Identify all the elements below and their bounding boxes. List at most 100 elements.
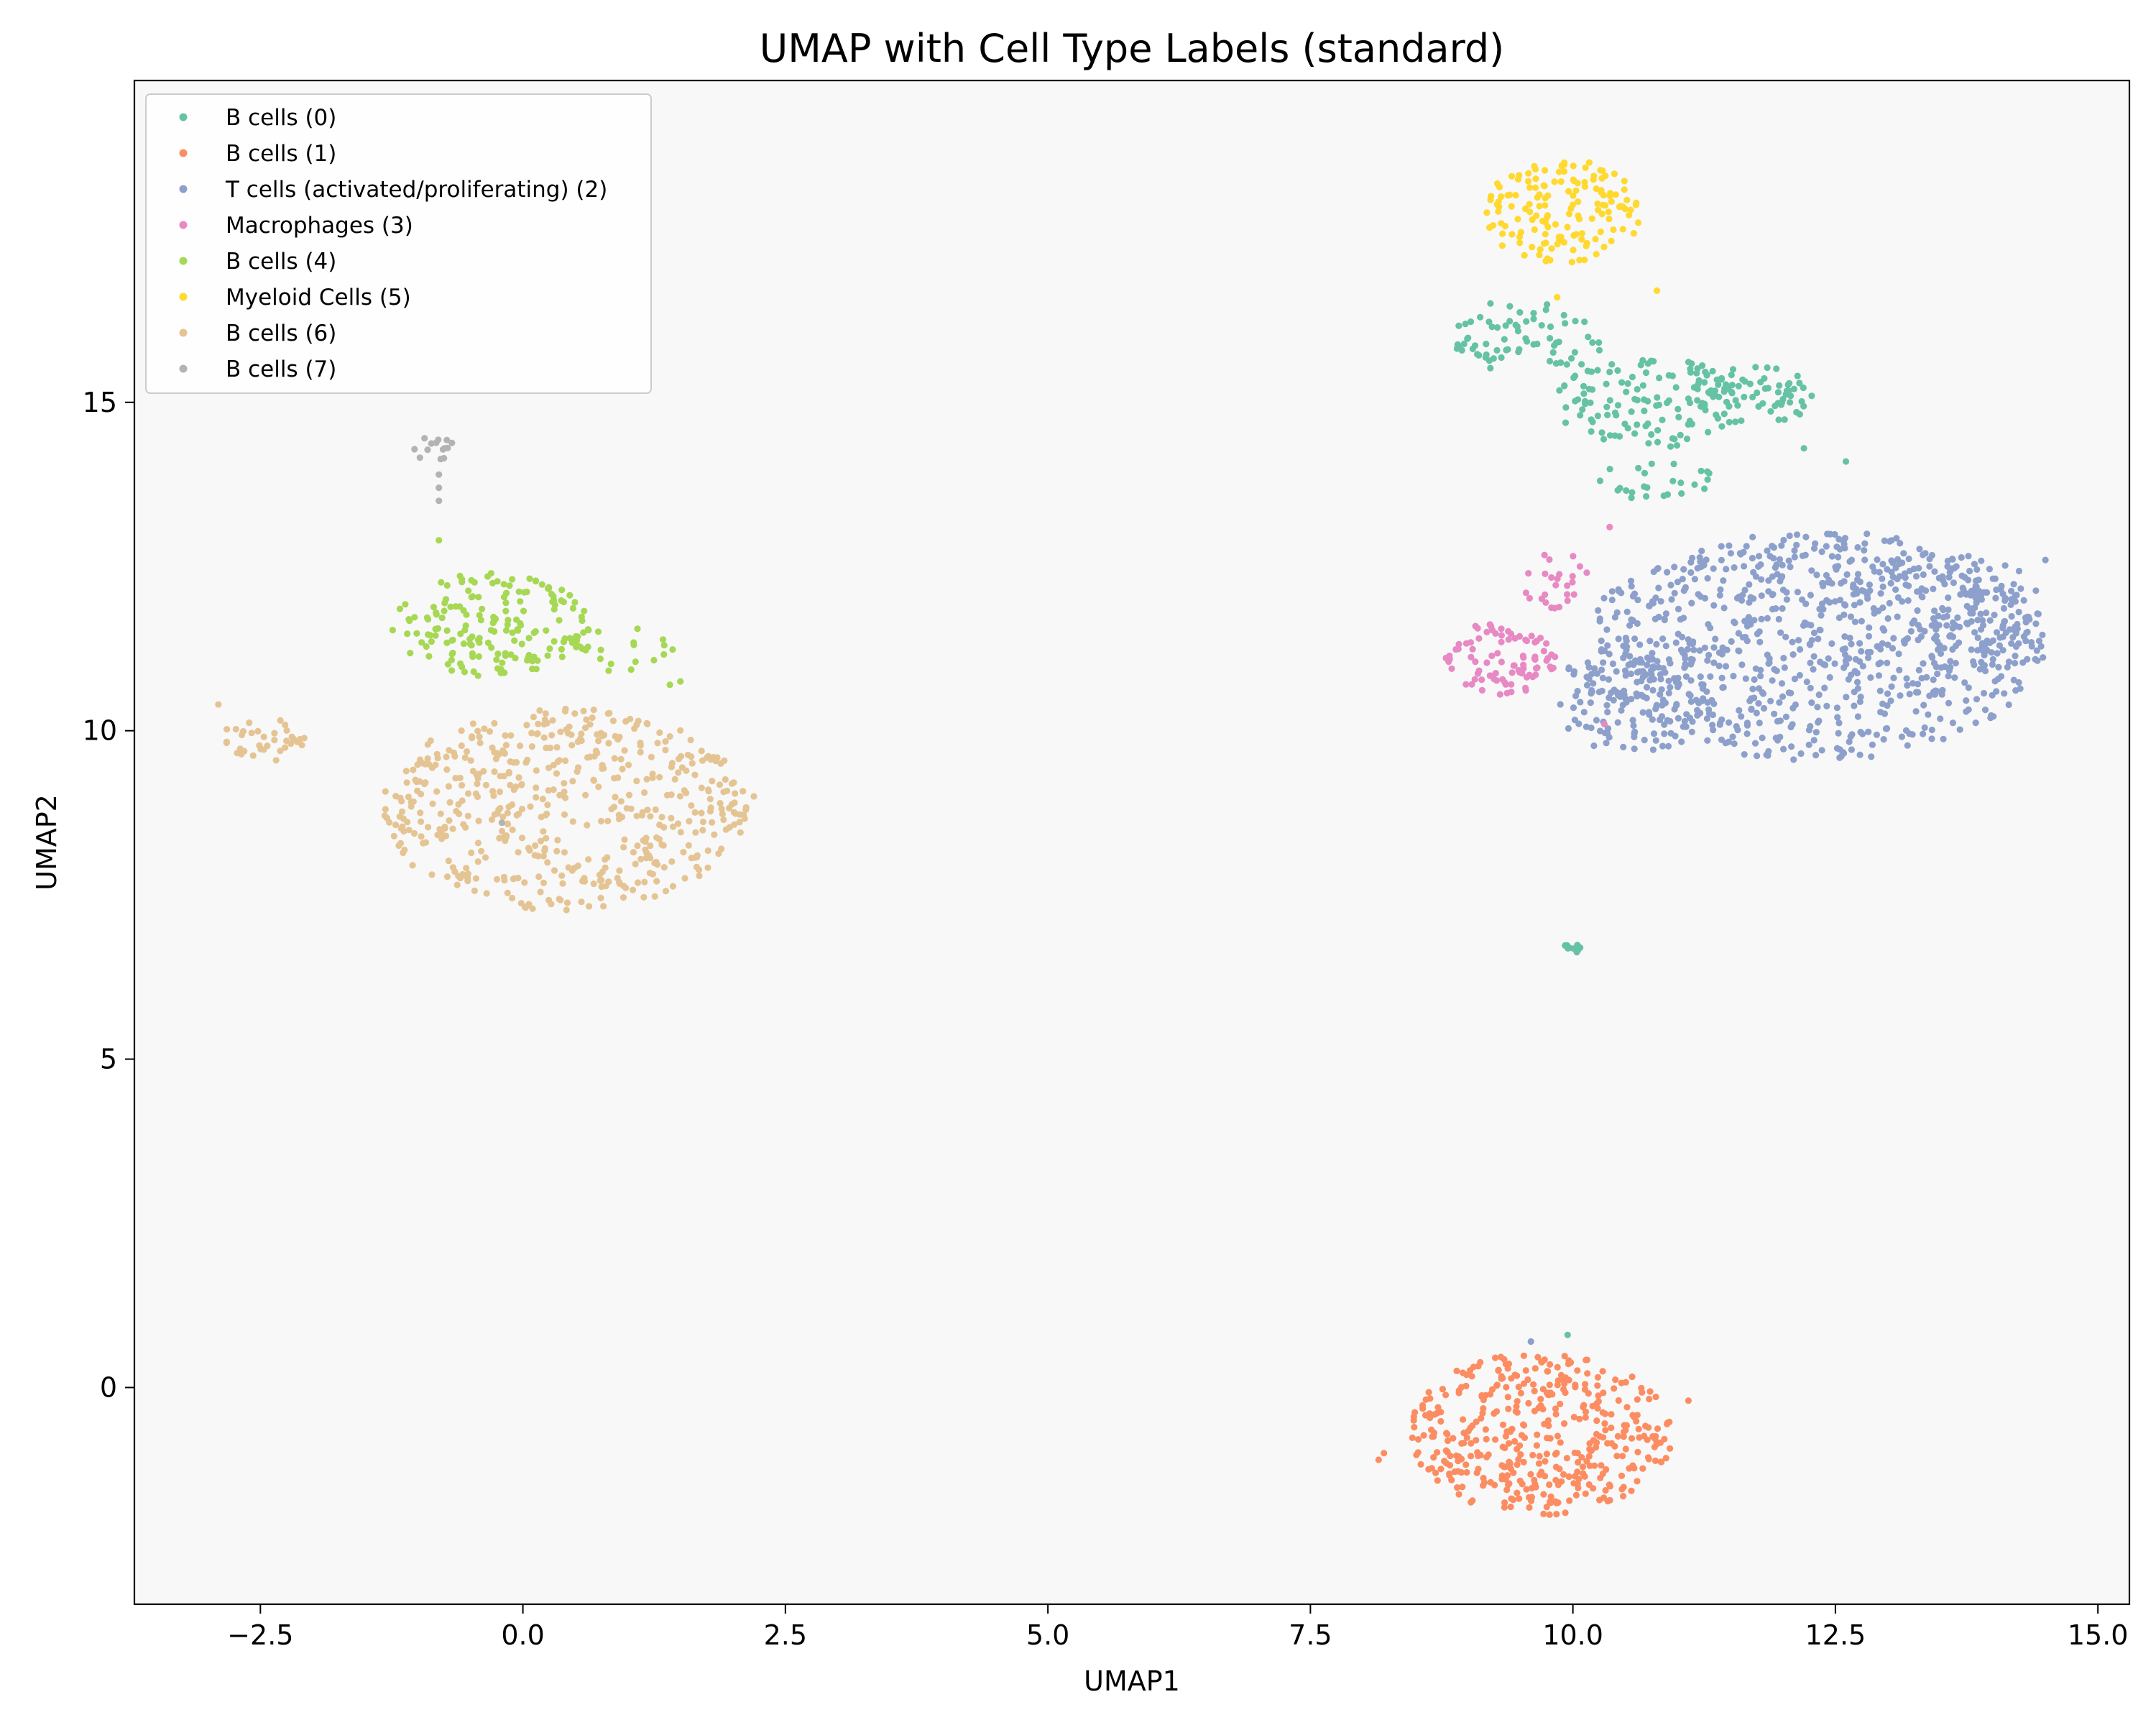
data-point [511, 637, 518, 645]
data-point [437, 810, 444, 817]
data-point [1478, 1414, 1485, 1422]
data-point [1563, 1455, 1570, 1462]
data-point [489, 744, 496, 751]
data-point [460, 640, 468, 648]
data-point [458, 742, 465, 750]
data-point [534, 730, 541, 737]
data-point [1654, 427, 1662, 434]
data-point [2001, 617, 2009, 625]
data-point [1529, 244, 1536, 251]
data-point [1603, 1466, 1610, 1473]
data-point [658, 814, 665, 821]
data-point [1574, 180, 1581, 187]
data-point [1741, 393, 1748, 401]
data-point [1756, 719, 1763, 727]
data-point [1869, 741, 1876, 748]
data-point [1841, 645, 1848, 653]
data-point [1930, 689, 1937, 696]
data-point [1781, 664, 1788, 671]
data-point [1659, 635, 1667, 643]
data-point [1879, 561, 1886, 568]
data-point [1580, 709, 1588, 716]
data-point [579, 878, 586, 885]
data-point [1994, 650, 2001, 657]
data-point [1930, 585, 1937, 593]
data-point [1557, 701, 1564, 708]
data-point [1493, 346, 1501, 354]
data-point [1861, 540, 1869, 547]
data-point [468, 594, 475, 601]
data-point [1563, 942, 1571, 949]
data-point [1569, 573, 1576, 580]
data-point [1989, 661, 1996, 668]
data-point [2010, 676, 2017, 684]
data-point [1733, 723, 1740, 730]
data-point [1999, 633, 2007, 640]
data-point [1588, 690, 1595, 697]
data-point [1621, 1422, 1628, 1429]
data-point [1945, 673, 1952, 680]
data-point [433, 439, 440, 446]
data-point [1808, 392, 1815, 400]
data-point [1467, 318, 1475, 326]
data-point [1595, 607, 1602, 615]
data-point [1828, 640, 1835, 648]
data-point [1900, 550, 1907, 557]
data-point [1981, 651, 1988, 659]
data-point [668, 858, 676, 865]
data-point [1549, 349, 1557, 356]
data-point [1796, 380, 1803, 387]
data-point [496, 834, 503, 842]
data-point [428, 440, 435, 447]
data-point [1624, 380, 1631, 387]
data-point [484, 639, 492, 647]
data-point [476, 639, 483, 646]
data-point [1603, 403, 1611, 410]
data-point [649, 870, 657, 878]
data-point [1562, 419, 1570, 426]
data-point [1858, 617, 1865, 625]
data-point [1735, 647, 1742, 654]
data-point [568, 742, 576, 749]
data-point [1668, 596, 1675, 603]
data-point [1600, 1434, 1607, 1441]
data-point [1894, 613, 1901, 620]
data-point [1595, 346, 1603, 354]
data-point [1836, 546, 1843, 553]
data-point [1689, 640, 1696, 648]
data-point [1594, 200, 1601, 208]
data-point [1536, 1471, 1543, 1478]
data-point [1877, 590, 1884, 597]
data-point [1685, 359, 1692, 366]
data-point [543, 627, 550, 634]
data-point [1687, 692, 1694, 699]
data-point [1375, 1456, 1382, 1463]
data-point [1734, 402, 1741, 409]
data-point [1735, 630, 1742, 637]
data-point [1833, 704, 1841, 712]
data-point [413, 778, 420, 786]
legend-label: Macrophages (3) [226, 213, 413, 239]
data-point [1554, 1363, 1561, 1371]
data-point [1547, 663, 1554, 671]
data-point [1998, 673, 2005, 680]
data-point [513, 811, 520, 819]
data-point [1890, 674, 1897, 681]
data-point [1588, 215, 1595, 222]
data-point [503, 832, 510, 840]
data-point [642, 834, 650, 842]
data-point [2042, 556, 2049, 564]
data-point [1611, 1443, 1618, 1450]
data-point [736, 819, 743, 826]
data-point [459, 663, 466, 671]
data-point [1905, 555, 1912, 563]
data-point [2024, 613, 2031, 620]
data-point [449, 864, 456, 871]
data-point [1498, 1373, 1505, 1380]
data-point [1810, 653, 1818, 660]
data-point [1496, 691, 1503, 698]
data-point [2032, 620, 2040, 627]
data-point [611, 755, 618, 762]
data-point [1662, 699, 1669, 707]
data-point [1499, 1421, 1507, 1428]
